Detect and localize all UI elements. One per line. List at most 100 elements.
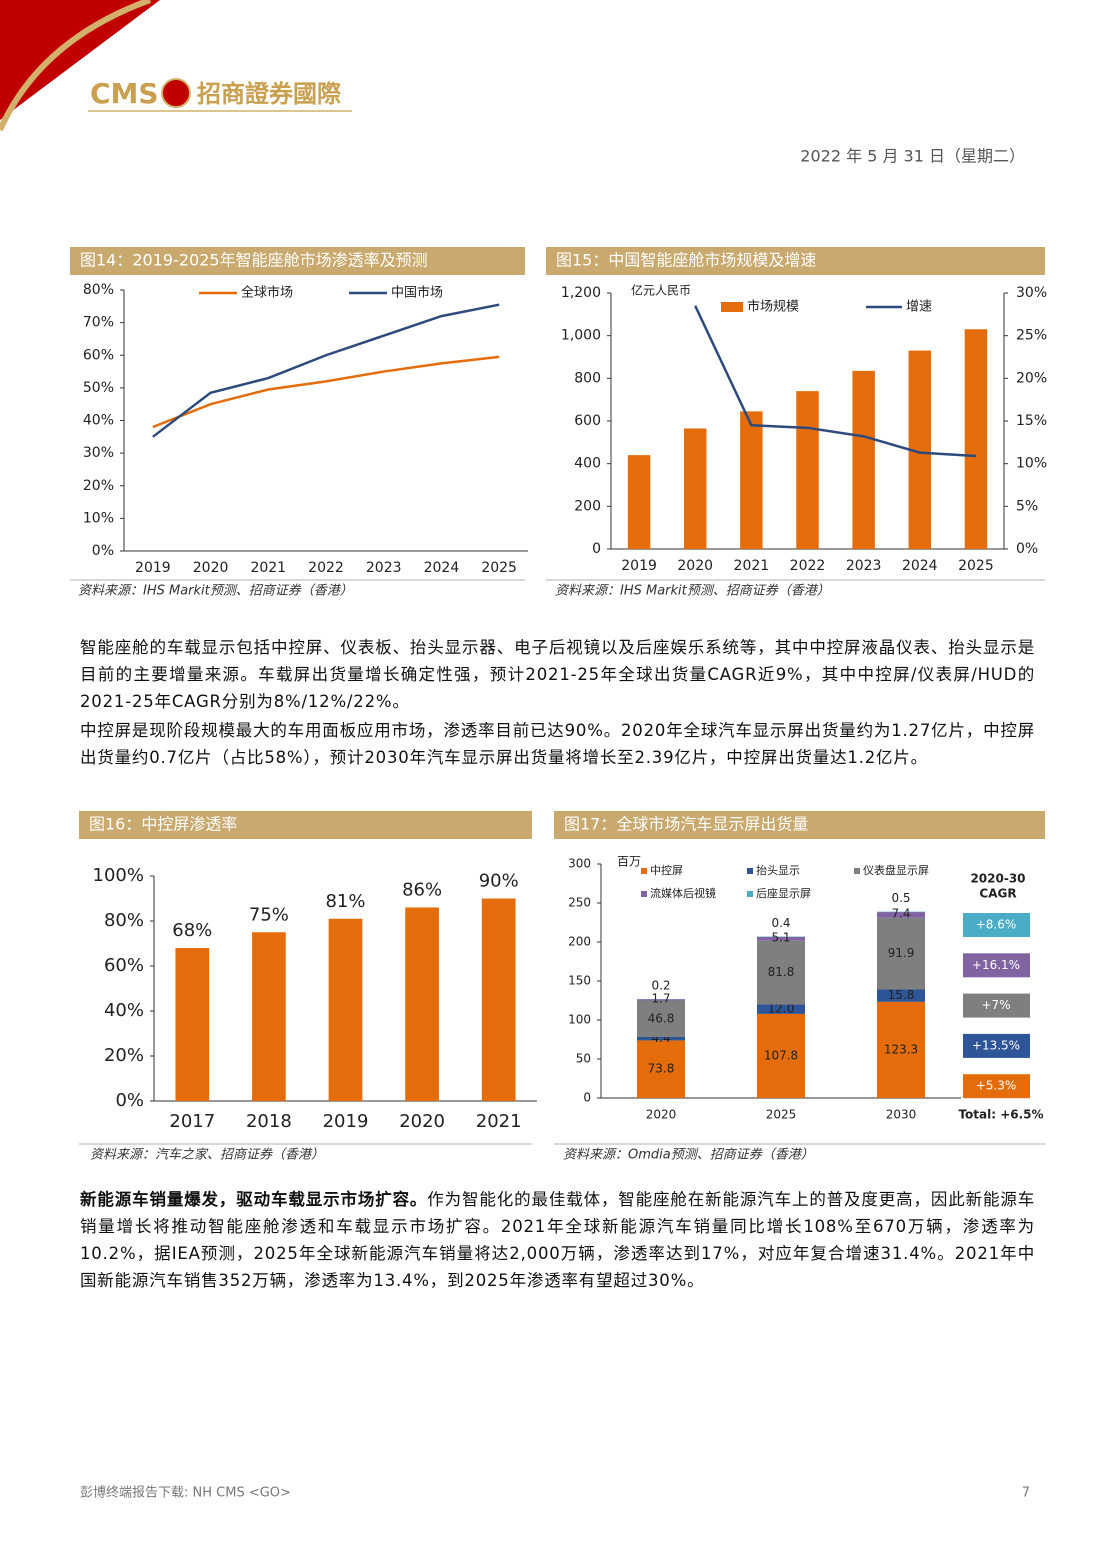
y-tick-label: 70%	[83, 315, 114, 331]
x-tick-label: 2024	[902, 558, 938, 574]
y2-tick-label: 10%	[1016, 456, 1047, 472]
value-label: 107.8	[764, 1048, 798, 1062]
y-tick-label: 0%	[92, 543, 114, 559]
y-tick-label: 300	[568, 857, 591, 871]
legend-swatch	[747, 868, 753, 874]
bar	[328, 918, 363, 1101]
bar	[908, 350, 932, 549]
unit-label: 百万	[617, 855, 641, 869]
value-label: 5.1	[771, 930, 790, 944]
value-label: 86%	[402, 880, 442, 901]
y-tick-label: 50%	[83, 380, 114, 396]
line	[152, 303, 500, 438]
source: 资料来源：IHS Markit预测、招商证券（香港）	[555, 583, 830, 599]
y-tick-label: 10%	[83, 510, 114, 526]
value-label: 68%	[172, 920, 212, 941]
line	[694, 305, 977, 458]
legend-swatch	[747, 891, 753, 897]
x-tick-label: 2020	[193, 560, 229, 576]
y-tick-label: 200	[568, 935, 591, 949]
chart-title: 图17：全球市场汽车显示屏出货量	[564, 815, 808, 834]
cagr-label: +7%	[981, 998, 1010, 1012]
bar-segment	[877, 1001, 925, 1098]
bar	[481, 898, 516, 1101]
value-label: 1.7	[651, 991, 670, 1005]
y-tick-label: 60%	[83, 347, 114, 363]
cagr-box	[963, 993, 1030, 1018]
bar	[740, 411, 763, 549]
cagr-label: +16.1%	[972, 958, 1020, 972]
x-tick-label: 2019	[135, 560, 171, 576]
value-label: 123.3	[884, 1042, 918, 1056]
source: 资料来源：Omdia预测、招商证券（香港）	[563, 1147, 814, 1163]
value-label: 81.8	[768, 965, 795, 979]
legend-label: 仪表盘显示屏	[863, 863, 929, 877]
y-tick-label: 800	[574, 370, 601, 386]
unit-label: 亿元人民币	[631, 283, 691, 298]
x-tick-label: 2020	[399, 1111, 445, 1132]
y2-tick-label: 30%	[1016, 285, 1047, 301]
value-label: 0.2	[651, 979, 670, 993]
x-tick-label: 2022	[308, 560, 344, 576]
y-tick-label: 100%	[93, 865, 144, 886]
bar-segment	[637, 1000, 685, 1038]
bar-segment	[637, 1037, 685, 1041]
legend-label: 抬头显示	[756, 863, 800, 877]
bar-segment	[757, 1013, 805, 1098]
legend-label: 流媒体后视镜	[650, 886, 716, 900]
bar-segment	[877, 912, 925, 918]
footer-text: 彭博终端报告下载: NH CMS <GO>	[80, 1485, 291, 1501]
value-label: 46.8	[648, 1011, 675, 1025]
x-tick-label: 2025	[481, 560, 517, 576]
bar	[852, 370, 875, 549]
value-label: 12.0	[768, 1002, 795, 1016]
x-tick-label: 2023	[846, 558, 882, 574]
source: 资料来源：IHS Markit预测、招商证券（香港）	[78, 583, 353, 599]
legend-swatch	[641, 891, 647, 897]
bar-segment	[637, 1040, 685, 1098]
page-number: 7	[1022, 1486, 1030, 1501]
paragraph: 中控屏是现阶段规模最大的车用面板应用市场，渗透率目前已达90%。2020年全球汽…	[80, 721, 1035, 767]
paragraph: 智能座舱的车载显示包括中控屏、仪表板、抬头显示器、电子后视镜以及后座娱乐系统等，…	[80, 638, 1035, 711]
y-tick-label: 400	[574, 456, 601, 472]
logo-en: CMS	[90, 77, 159, 110]
bar-segment	[757, 940, 805, 1005]
paragraph-text: 作为智能化的最佳载体，智能座舱在新能源汽车上的普及度更高，因此新能源车销量增长将…	[80, 1190, 1036, 1290]
bar-segment	[877, 989, 925, 1002]
y-tick-label: 20%	[104, 1045, 144, 1066]
legend-label: 市场规模	[747, 299, 799, 315]
cagr-box	[963, 1074, 1030, 1099]
x-tick-label: 2021	[250, 560, 286, 576]
y2-tick-label: 15%	[1016, 413, 1047, 429]
bar	[683, 428, 707, 549]
cagr-title: 2020-30	[970, 872, 1025, 886]
y-tick-label: 600	[574, 413, 601, 429]
x-tick-label: 2024	[424, 560, 460, 576]
chart-title: 图14：2019-2025年智能座舱市场渗透率及预测	[80, 251, 428, 270]
chart-title: 图16：中控屏渗透率	[89, 815, 237, 834]
y-tick-label: 30%	[83, 445, 114, 461]
bar-segment	[757, 936, 805, 941]
paragraph-lead: 新能源车销量爆发，驱动车载显示市场扩容。	[80, 1190, 428, 1209]
y-tick-label: 0%	[115, 1090, 144, 1111]
corner-curve	[0, 0, 152, 132]
x-tick-label: 2021	[476, 1111, 522, 1132]
cagr-label: +5.3%	[976, 1079, 1017, 1093]
value-label: 7.4	[891, 906, 910, 920]
value-label: 0.4	[771, 916, 790, 930]
bar	[405, 907, 439, 1101]
x-tick-label: 2018	[246, 1111, 292, 1132]
x-tick-label: 2019	[323, 1111, 369, 1132]
bar	[252, 932, 286, 1101]
legend-label: 后座显示屏	[756, 886, 811, 900]
corner-decoration	[0, 0, 160, 120]
bar-segment	[757, 1004, 805, 1014]
chart-title: 图15：中国智能座舱市场规模及增速	[556, 251, 816, 270]
y-tick-label: 1,200	[561, 285, 601, 301]
y-tick-label: 250	[568, 896, 591, 910]
bar	[964, 329, 988, 549]
y-tick-label: 0	[583, 1091, 591, 1105]
y-tick-label: 200	[574, 498, 601, 514]
y-tick-label: 80%	[104, 910, 144, 931]
